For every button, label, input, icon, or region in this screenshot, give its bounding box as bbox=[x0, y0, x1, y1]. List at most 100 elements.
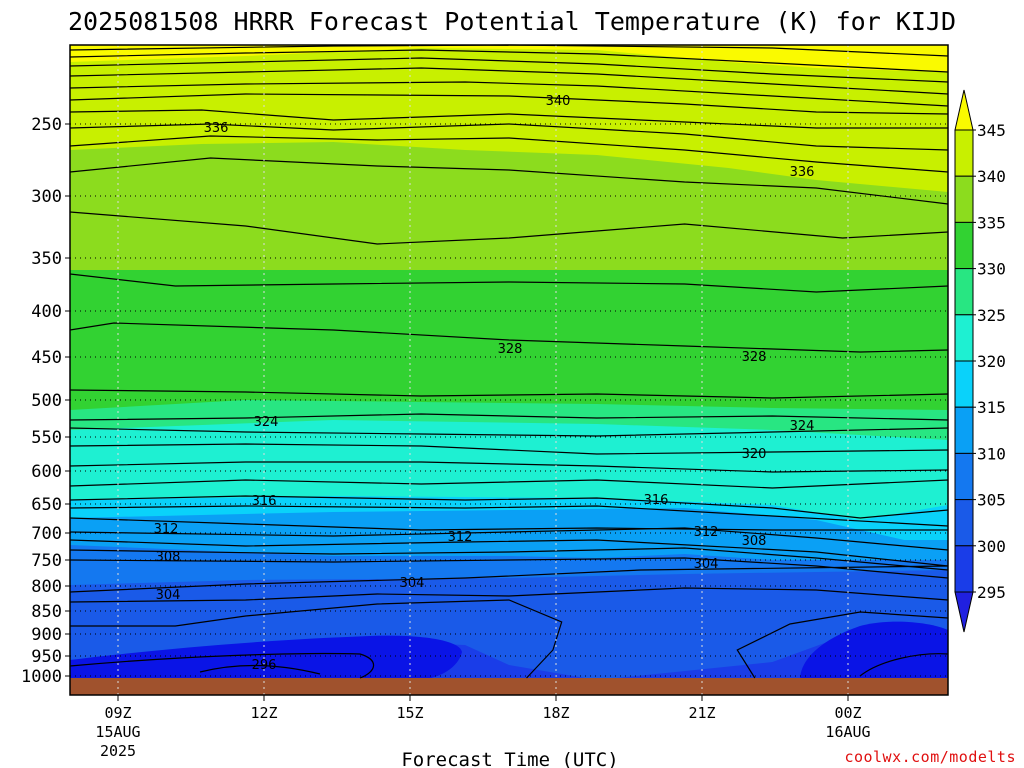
isotherm-line bbox=[70, 599, 563, 679]
isotherm-line bbox=[69, 211, 949, 245]
y-tick-label: 850 bbox=[31, 602, 62, 622]
isotherm-label: 324 bbox=[254, 415, 279, 430]
y-tick-label: 950 bbox=[31, 647, 62, 667]
isotherm-label: 328 bbox=[742, 350, 767, 365]
colorbar-box bbox=[954, 452, 974, 501]
isotherm-line bbox=[69, 539, 949, 567]
colorbar-box bbox=[954, 129, 974, 177]
y-tick-label: 550 bbox=[31, 428, 62, 448]
isotherm-line bbox=[69, 81, 949, 107]
cold-pool-left bbox=[70, 635, 462, 680]
colorbar-label: 345 bbox=[977, 121, 1006, 140]
colorbar-label: 340 bbox=[977, 167, 1006, 186]
isotherm-label: 308 bbox=[742, 534, 767, 549]
isotherm-line bbox=[69, 322, 949, 353]
y-tick-label: 500 bbox=[31, 391, 62, 411]
isotherm-label: 336 bbox=[790, 165, 815, 180]
y-tick-label: 900 bbox=[31, 625, 62, 645]
y-tick-label: 1000 bbox=[21, 667, 62, 687]
x-tick-sublabel: 16AUG bbox=[825, 723, 870, 741]
colorbar-top-arrow bbox=[954, 89, 974, 131]
colorbar-box bbox=[954, 406, 974, 454]
y-tick-label: 650 bbox=[31, 495, 62, 515]
x-axis-label: Forecast Time (UTC) bbox=[401, 749, 618, 768]
colorbar-label: 320 bbox=[977, 352, 1006, 371]
colorbar-box bbox=[954, 221, 974, 270]
colorbar-label: 330 bbox=[977, 260, 1006, 279]
y-tick-label: 350 bbox=[31, 249, 62, 269]
isotherm-line bbox=[69, 273, 949, 293]
colorbar-label: 315 bbox=[977, 398, 1006, 417]
x-tick-label: 09Z bbox=[104, 704, 131, 722]
isotherm-label: 340 bbox=[546, 94, 571, 109]
colorbar-box bbox=[954, 314, 974, 362]
y-tick-label: 800 bbox=[31, 577, 62, 597]
isotherm-label: 320 bbox=[742, 447, 767, 462]
isotherm-line bbox=[69, 517, 948, 531]
isotherm-line bbox=[199, 664, 321, 675]
isotherm-label: 336 bbox=[204, 121, 229, 136]
colorbar-box bbox=[954, 545, 974, 593]
credit-text: coolwx.com/modelts bbox=[844, 748, 1016, 766]
colorbar-label: 295 bbox=[977, 583, 1006, 602]
isotherm-line bbox=[69, 389, 949, 399]
isotherm-label: 312 bbox=[154, 522, 179, 537]
isotherm-line bbox=[69, 495, 949, 519]
isotherm-line bbox=[69, 93, 949, 115]
isotherm-line bbox=[859, 653, 949, 677]
isotherm-label: 328 bbox=[498, 342, 523, 357]
colorbar-bottom-arrow bbox=[954, 591, 974, 633]
isotherm-line bbox=[69, 135, 949, 173]
isotherm-line bbox=[69, 587, 949, 603]
chart-title: 2025081508 HRRR Forecast Potential Tempe… bbox=[68, 7, 956, 36]
colorbar-box bbox=[954, 499, 974, 547]
isotherm-label: 316 bbox=[252, 494, 277, 509]
y-tick-label: 300 bbox=[31, 187, 62, 207]
isotherm-line bbox=[69, 67, 949, 95]
isotherm-line bbox=[69, 479, 949, 489]
colorbar-box bbox=[954, 268, 974, 316]
y-tick-label: 700 bbox=[31, 524, 62, 544]
isotherm-line bbox=[69, 413, 949, 421]
isotherm-label: 308 bbox=[156, 550, 181, 565]
isotherm-line bbox=[69, 57, 949, 83]
colorbar-label: 335 bbox=[977, 213, 1006, 232]
isotherm-line bbox=[69, 652, 375, 679]
x-tick-label: 18Z bbox=[542, 704, 569, 722]
isotherm-line bbox=[69, 427, 949, 437]
y-tick-label: 600 bbox=[31, 462, 62, 482]
isotherm-label: 304 bbox=[400, 576, 425, 591]
x-tick-sublabel: 15AUG bbox=[95, 723, 140, 741]
colorbar-label: 310 bbox=[977, 444, 1006, 463]
isotherm-line bbox=[69, 157, 949, 205]
x-tick-label: 12Z bbox=[250, 704, 277, 722]
y-tick-label: 250 bbox=[31, 115, 62, 135]
isotherm-line bbox=[736, 611, 949, 679]
isotherm-label: 324 bbox=[790, 419, 815, 434]
isotherm-line bbox=[69, 443, 949, 455]
ground-strip bbox=[70, 678, 948, 695]
isotherm-line bbox=[69, 527, 949, 551]
isotherm-line bbox=[69, 461, 949, 473]
colorbar-label: 300 bbox=[977, 537, 1006, 556]
isotherm-label: 312 bbox=[694, 525, 719, 540]
x-tick-label: 00Z bbox=[834, 704, 861, 722]
y-tick-label: 450 bbox=[31, 348, 62, 368]
y-tick-label: 750 bbox=[31, 551, 62, 571]
isotherm-line bbox=[69, 49, 949, 73]
colorbar-box bbox=[954, 360, 974, 408]
x-tick-label: 15Z bbox=[396, 704, 423, 722]
x-tick-label: 21Z bbox=[688, 704, 715, 722]
isotherm-label: 296 bbox=[252, 658, 277, 673]
y-tick-label: 400 bbox=[31, 302, 62, 322]
cold-pool-right bbox=[800, 621, 948, 680]
isotherm-line bbox=[69, 547, 949, 571]
colorbar-label: 305 bbox=[977, 491, 1006, 510]
colorbar-label: 325 bbox=[977, 306, 1006, 325]
isotherm-line bbox=[69, 565, 949, 593]
isotherm-label: 316 bbox=[644, 493, 669, 508]
isotherm-label: 304 bbox=[156, 588, 181, 603]
isotherm-label: 304 bbox=[694, 557, 719, 572]
colorbar-box bbox=[954, 175, 974, 223]
